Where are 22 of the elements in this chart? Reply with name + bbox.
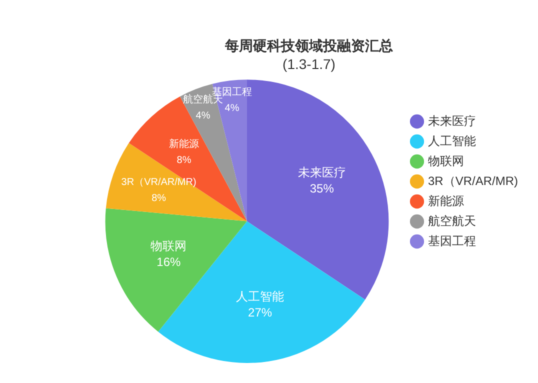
legend-label: 物联网 xyxy=(428,154,464,168)
data-label: 8% xyxy=(176,154,192,166)
legend-label: 基因工程 xyxy=(428,234,476,248)
chart-subtitle: (1.3-1.7) xyxy=(282,56,336,72)
slice-label: 新能源 xyxy=(168,138,199,150)
chart-title: 每周硬科技领域投融资汇总 xyxy=(224,37,393,54)
legend-label: 3R（VR/AR/MR) xyxy=(428,174,518,188)
slice-label: 人工智能 xyxy=(236,290,284,304)
legend-label: 航空航天 xyxy=(428,214,476,228)
data-label: 4% xyxy=(196,110,210,122)
slice-label: 物联网 xyxy=(150,238,187,253)
data-label: 35% xyxy=(310,181,334,196)
legend-label: 未来医疗 xyxy=(428,114,476,128)
data-label: 8% xyxy=(152,192,166,204)
data-label: 27% xyxy=(248,306,272,320)
legend-label: 人工智能 xyxy=(428,134,476,148)
slice-label: 未来医疗 xyxy=(298,165,346,180)
data-label: 16% xyxy=(156,254,182,269)
slice-label: 航空航天 xyxy=(182,93,223,106)
data-label: 4% xyxy=(224,103,240,114)
slice-label: 3R（VR/AR/MR) xyxy=(121,176,196,188)
legend-label: 新能源 xyxy=(428,194,464,208)
